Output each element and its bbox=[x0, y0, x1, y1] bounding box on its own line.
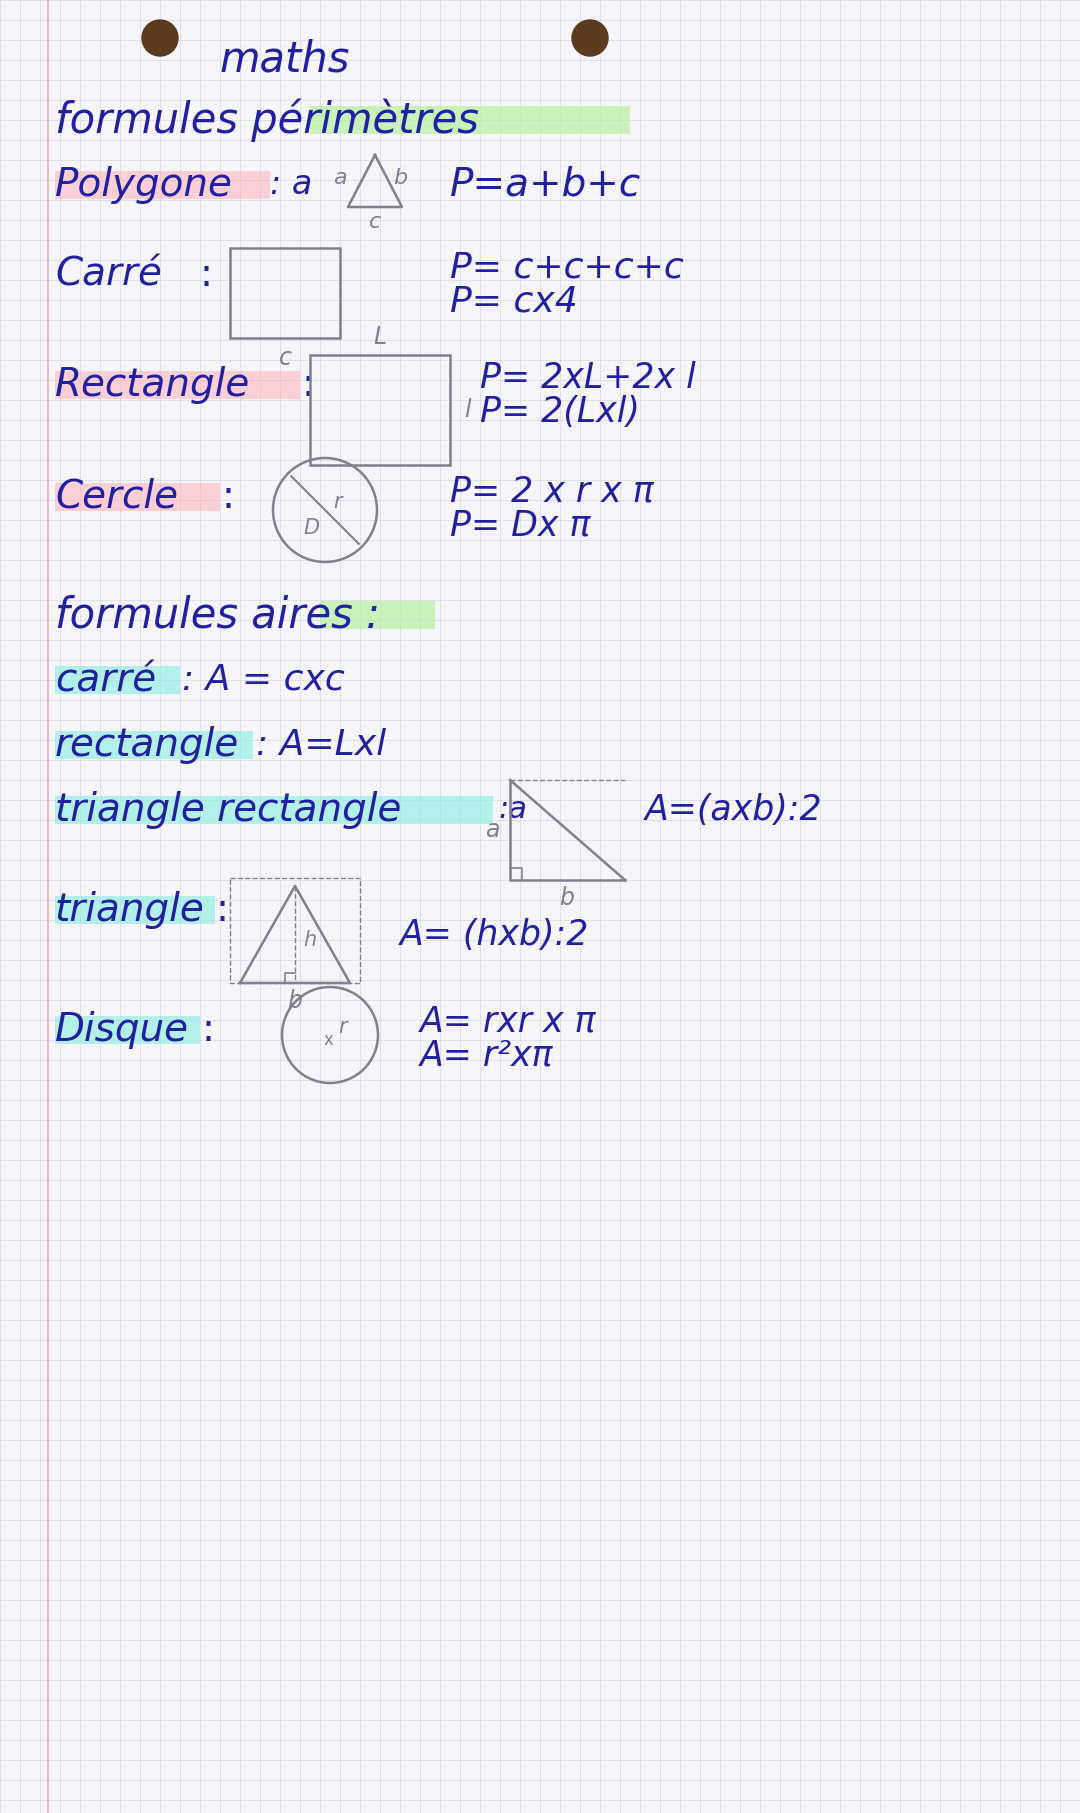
Text: P=a+b+c: P=a+b+c bbox=[450, 167, 642, 205]
Text: rectangle: rectangle bbox=[55, 725, 240, 763]
Text: b: b bbox=[287, 990, 302, 1013]
Text: l: l bbox=[464, 399, 471, 422]
Text: x: x bbox=[324, 1032, 334, 1050]
Text: Disque: Disque bbox=[55, 1012, 189, 1050]
Text: Rectangle: Rectangle bbox=[55, 366, 251, 404]
Text: P= 2(Lxl): P= 2(Lxl) bbox=[480, 395, 639, 430]
Text: : A = cxc: : A = cxc bbox=[183, 664, 345, 696]
Circle shape bbox=[572, 20, 608, 56]
Text: P= c+c+c+c: P= c+c+c+c bbox=[450, 250, 684, 285]
Text: :: : bbox=[216, 890, 229, 928]
Text: :: : bbox=[222, 479, 235, 517]
Text: r: r bbox=[338, 1017, 347, 1037]
FancyBboxPatch shape bbox=[55, 896, 215, 925]
Bar bbox=[230, 248, 340, 337]
Text: A= (hxb):2: A= (hxb):2 bbox=[400, 917, 590, 952]
Text: :: : bbox=[302, 366, 315, 404]
Text: Cercle: Cercle bbox=[55, 479, 178, 517]
Text: c: c bbox=[279, 346, 292, 370]
Text: r: r bbox=[333, 491, 341, 511]
Text: c: c bbox=[369, 212, 381, 232]
Text: Polygone: Polygone bbox=[55, 167, 233, 205]
Text: : a: : a bbox=[270, 169, 312, 201]
Text: A= r²xπ: A= r²xπ bbox=[420, 1039, 554, 1071]
Text: triangle rectangle: triangle rectangle bbox=[55, 790, 402, 829]
Text: b: b bbox=[559, 887, 575, 910]
Text: A=(axb):2: A=(axb):2 bbox=[645, 792, 823, 827]
FancyBboxPatch shape bbox=[55, 170, 270, 199]
Text: P= 2 x r x π: P= 2 x r x π bbox=[450, 475, 653, 509]
Text: a: a bbox=[333, 169, 347, 189]
Text: P= 2xL+2x l: P= 2xL+2x l bbox=[480, 361, 696, 395]
Text: : A=Lxl: : A=Lxl bbox=[256, 729, 387, 761]
Text: :a: :a bbox=[498, 796, 527, 825]
Text: L: L bbox=[374, 325, 387, 348]
Text: D: D bbox=[303, 519, 319, 538]
Text: triangle: triangle bbox=[55, 890, 205, 928]
FancyBboxPatch shape bbox=[310, 105, 630, 134]
Text: h: h bbox=[303, 930, 316, 950]
FancyBboxPatch shape bbox=[55, 482, 220, 511]
Text: b: b bbox=[393, 169, 407, 189]
Text: A= rxr x π: A= rxr x π bbox=[420, 1004, 596, 1039]
FancyBboxPatch shape bbox=[55, 796, 492, 823]
FancyBboxPatch shape bbox=[55, 372, 300, 399]
Text: maths: maths bbox=[220, 40, 350, 82]
Text: P= Dx π: P= Dx π bbox=[450, 509, 591, 544]
FancyBboxPatch shape bbox=[55, 1015, 200, 1044]
Text: a: a bbox=[485, 818, 499, 841]
Text: carré: carré bbox=[55, 662, 157, 700]
Text: :: : bbox=[202, 1012, 215, 1050]
FancyBboxPatch shape bbox=[320, 600, 435, 629]
Text: :: : bbox=[200, 256, 213, 294]
FancyBboxPatch shape bbox=[55, 731, 253, 760]
Text: Carré: Carré bbox=[55, 256, 162, 294]
Text: P= cx4: P= cx4 bbox=[450, 285, 578, 319]
Text: formules aires :: formules aires : bbox=[55, 595, 380, 636]
Bar bbox=[310, 355, 450, 464]
Text: formules périmètres: formules périmètres bbox=[55, 98, 478, 141]
FancyBboxPatch shape bbox=[55, 665, 180, 694]
Circle shape bbox=[141, 20, 178, 56]
